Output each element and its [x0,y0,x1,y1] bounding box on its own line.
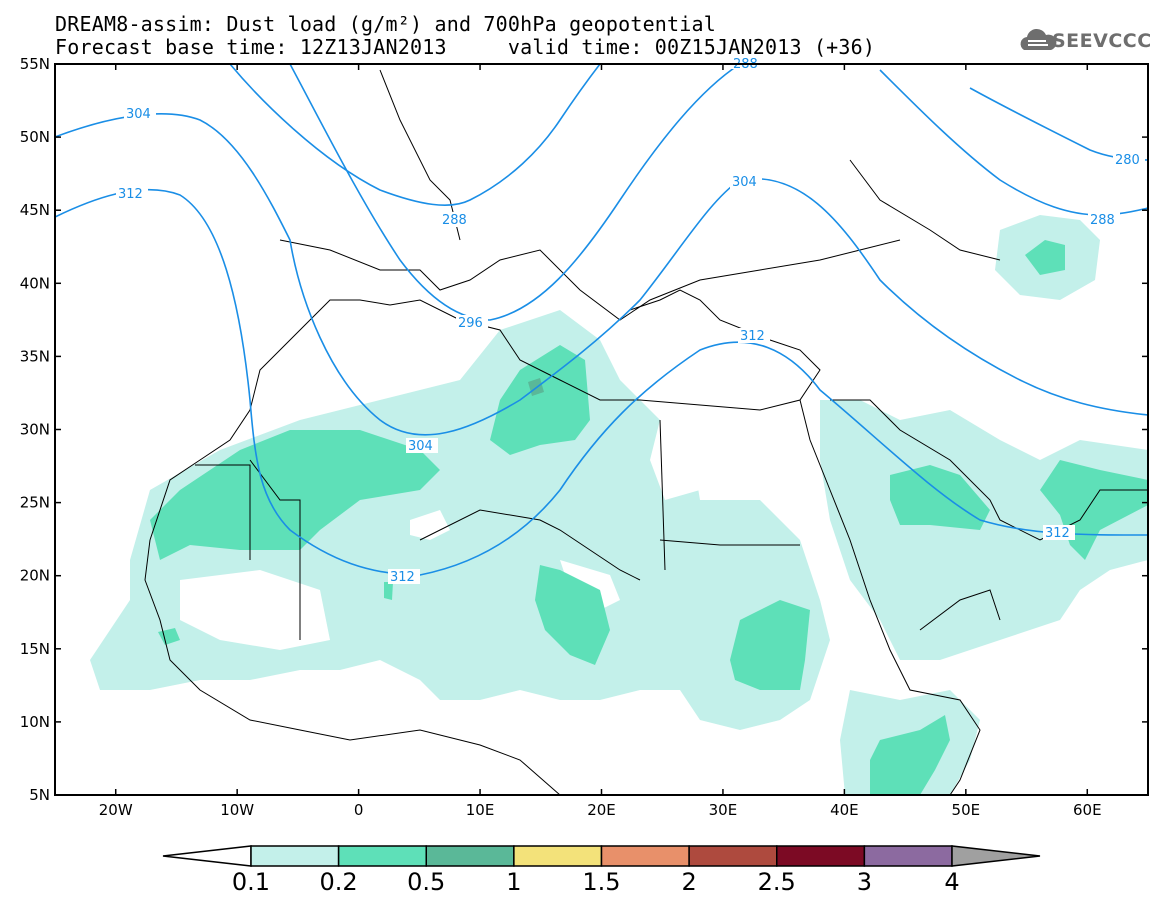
contour-label: 312 [1045,526,1070,541]
forecast-time-line: Forecast base time: 12Z13JAN2013 valid t… [55,35,876,59]
contour-label: 304 [408,439,433,454]
colorbar-label: 1.5 [582,868,620,896]
colorbar-label: 3 [857,868,872,896]
contour-label: 288 [442,213,467,228]
colorbar-label: 4 [944,868,959,896]
lon-label: 60E [1073,801,1102,819]
cloud-icon [1020,28,1057,50]
colorbar-bin [688,845,778,867]
lat-label: 40N [20,274,50,292]
dust-core-tunisia [490,345,590,455]
coastlines [144,69,1148,795]
lon-label: 0 [354,801,364,819]
dust-core-sudan [730,600,810,690]
lon-label: 30E [709,801,738,819]
dust-shading [90,215,1148,795]
lat-label: 30N [20,421,50,439]
contour-296 [289,64,741,321]
lon-label: 40E [830,801,859,819]
lat-label: 10N [20,713,50,731]
colorbar-bin [337,845,427,867]
colorbar-bin [863,845,953,867]
lat-label: 15N [20,640,50,658]
contour-label: 296 [458,316,483,331]
lat-label: 55N [20,55,50,73]
colorbar-max-arrow [951,845,1041,867]
contour-label: 312 [740,329,765,344]
contour-label: 312 [390,570,415,585]
lon-label: 50E [952,801,981,819]
colorbar-bin [513,845,603,867]
dust-core-gulf [890,465,990,530]
map-title: DREAM8-assim: Dust load (g/m²) and 700hP… [55,12,717,36]
colorbar: 0.1 0.2 0.5 1 1.5 2 2.5 3 4 [162,845,1041,896]
colorbar-bin [425,845,515,867]
lat-label: 5N [29,786,50,804]
colorbar-label: 0.2 [320,868,358,896]
longitude-axis: 20W 10W 0 10E 20E 30E 40E 50E 60E [99,64,1102,819]
lon-label: 10E [466,801,495,819]
dust-core-west [150,430,440,560]
contour-288-east [879,69,1148,216]
dust-core-caspian [1025,240,1065,275]
lat-label: 35N [20,347,50,365]
lat-label: 50N [20,128,50,146]
lat-label: 20N [20,567,50,585]
lat-label: 25N [20,494,50,512]
colorbar-bin [600,845,690,867]
lat-label: 45N [20,201,50,219]
colorbar-label: 0.5 [407,868,445,896]
dust-core-chad [535,565,610,665]
colorbar-bin [776,845,866,867]
lon-label: 20E [587,801,616,819]
contour-label: 288 [1090,213,1115,228]
logo-text: SEEVCCC [1052,30,1152,52]
geopotential-contours [55,64,1148,576]
colorbar-label: 1 [506,868,521,896]
contour-312-west [55,188,1148,576]
dust-core-somalia [870,715,950,795]
colorbar-min-arrow [162,845,252,867]
contour-304-west [55,113,1148,436]
lon-label: 10W [220,801,254,819]
contour-label: 280 [1115,153,1140,168]
contour-280-east [969,87,1148,161]
contour-label: 312 [118,187,143,202]
colorbar-label: 0.1 [232,868,270,896]
colorbar-label: 2.5 [758,868,796,896]
contour-labels: 304 312 288 296 304 312 304 280 288 312 … [116,57,1145,585]
colorbar-label: 2 [681,868,696,896]
colorbar-bin [250,845,340,867]
contour-288 [229,64,601,206]
lon-label: 20W [99,801,133,819]
latitude-axis: 55N 50N 45N 40N 35N 30N 25N 20N 15N 10N 5N [20,55,1148,804]
contour-label: 304 [126,107,151,122]
contour-label: 304 [732,175,757,190]
